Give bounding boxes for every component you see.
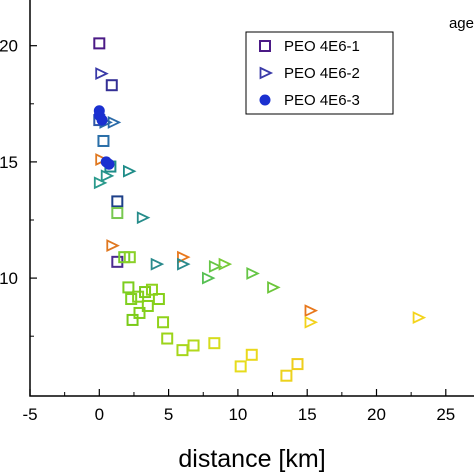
data-point-square (152, 293, 165, 306)
data-point-triangle (123, 164, 137, 178)
plot-frame (29, 0, 474, 397)
data-point-triangle (218, 257, 233, 271)
data-point-triangle (304, 315, 319, 329)
data-point-square (97, 134, 110, 147)
data-point-triangle (107, 115, 122, 129)
x-tick-label: 20 (367, 405, 386, 424)
x-tick-label: 10 (228, 405, 247, 424)
x-tick-label: 5 (164, 405, 173, 424)
data-point-square (141, 299, 154, 312)
x-tick-label: -5 (22, 405, 37, 424)
data-point-square (234, 360, 247, 373)
data-point-square (291, 358, 304, 371)
data-point-circle (103, 158, 115, 170)
data-point-square (139, 286, 152, 299)
corner-text: age (449, 15, 474, 32)
data-point-square (123, 251, 136, 264)
y-tick-label: 20 (0, 37, 18, 56)
legend-marker-triangle (259, 66, 274, 80)
data-point-triangle (93, 176, 108, 190)
data-point-square (157, 316, 170, 329)
data-point-triangle (136, 211, 151, 225)
data-point-circle (96, 114, 108, 126)
data-point-square (126, 313, 139, 326)
data-point-square (208, 337, 221, 350)
data-point-triangle (246, 267, 260, 280)
data-point-square (125, 293, 138, 306)
legend-label: PEO 4E6-1 (284, 38, 360, 55)
data-point-square (105, 79, 118, 92)
data-point-triangle (106, 239, 120, 252)
data-point-square (111, 195, 124, 208)
data-point-square (122, 281, 135, 294)
legend-marker-circle (259, 94, 271, 106)
legend-marker-square (259, 40, 271, 52)
x-tick-label: 0 (95, 405, 104, 424)
legend: PEO 4E6-1 PEO 4E6-2 PEO 4E6-3 (245, 31, 394, 115)
data-point-square (187, 339, 200, 352)
axis-ticks: -5051015202530201510 (0, 37, 455, 424)
data-point-square (133, 306, 146, 319)
x-tick-label: 15 (298, 405, 317, 424)
data-point-square (280, 369, 293, 382)
data-points (93, 37, 427, 382)
data-point-triangle (208, 260, 223, 273)
data-point-square (111, 207, 124, 220)
data-point-triangle (100, 169, 115, 183)
data-point-triangle (267, 280, 281, 294)
legend-label: PEO 4E6-3 (284, 92, 360, 109)
data-point-triangle (95, 67, 109, 81)
legend-label: PEO 4E6-2 (284, 65, 360, 82)
data-point-triangle (177, 257, 191, 271)
data-point-triangle (412, 311, 427, 325)
data-point-square (161, 332, 174, 345)
data-point-triangle (202, 271, 216, 285)
y-tick-label: 10 (0, 269, 18, 288)
data-point-triangle (304, 304, 319, 318)
data-point-triangle (177, 250, 191, 264)
y-tick-label: 15 (0, 153, 18, 172)
x-axis-title: distance [km] (178, 445, 325, 473)
data-point-square (245, 348, 258, 361)
data-point-square (176, 344, 189, 357)
data-point-square (145, 283, 158, 296)
data-point-triangle (150, 257, 165, 271)
data-point-square (93, 37, 106, 50)
x-tick-label: 25 (436, 405, 455, 424)
